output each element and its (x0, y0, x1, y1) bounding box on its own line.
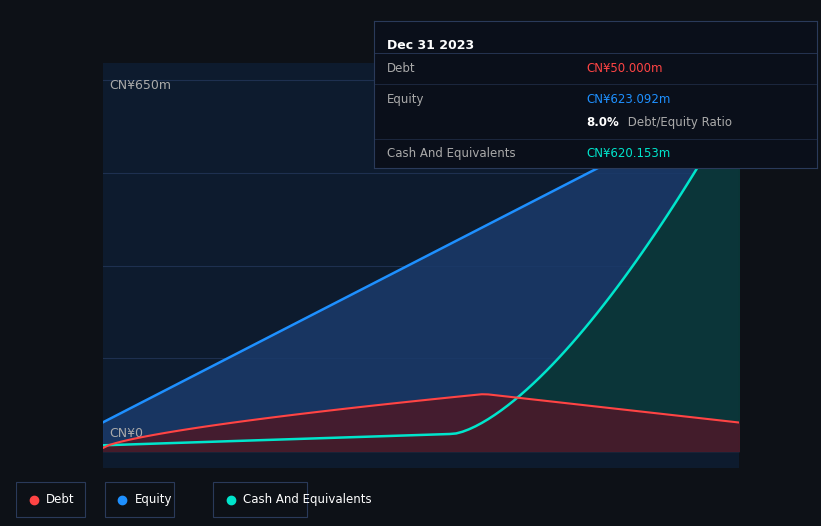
Text: CN¥623.092m: CN¥623.092m (586, 93, 671, 106)
Text: CN¥50.000m: CN¥50.000m (586, 62, 663, 75)
Text: 2023: 2023 (405, 480, 437, 493)
FancyBboxPatch shape (105, 482, 174, 517)
Text: CN¥650m: CN¥650m (109, 79, 171, 93)
Text: Equity: Equity (387, 93, 424, 106)
Text: 8.0%: 8.0% (586, 116, 619, 129)
Text: 2022: 2022 (122, 480, 154, 493)
Text: Debt: Debt (387, 62, 415, 75)
Text: CN¥0: CN¥0 (109, 427, 143, 440)
Text: Dec 31 2023: Dec 31 2023 (387, 39, 474, 52)
Text: Cash And Equivalents: Cash And Equivalents (243, 493, 372, 506)
Text: Debt/Equity Ratio: Debt/Equity Ratio (624, 116, 732, 129)
Text: CN¥620.153m: CN¥620.153m (586, 147, 671, 160)
Text: Debt: Debt (46, 493, 75, 506)
Text: Equity: Equity (135, 493, 172, 506)
FancyBboxPatch shape (213, 482, 307, 517)
FancyBboxPatch shape (16, 482, 85, 517)
Text: Cash And Equivalents: Cash And Equivalents (387, 147, 516, 160)
